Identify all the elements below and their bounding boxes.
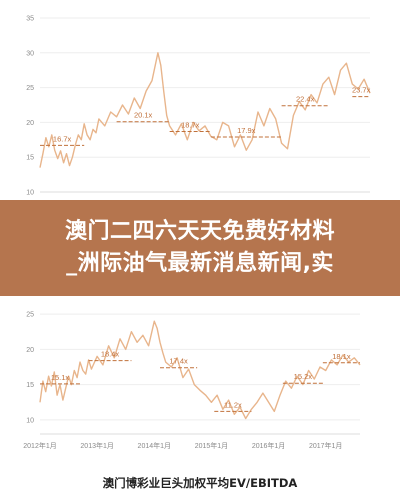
top-y-tick-label: 35 [26,16,34,23]
bottom-average-label: 15.1x [51,373,70,382]
top-average-label: 20.1x [134,111,153,120]
headline-banner[interactable]: 澳门二四六天天免费好材料 _洲际油气最新消息新闻,实 [0,200,400,296]
chart-bottom-plot: 10 15 20 25 2012年1月 2013年1月 2014年1月 2015年1月 2016… [23,312,361,450]
top-y-tick-label: 10 [26,190,34,197]
bottom-average-label: 11.2x [224,400,242,409]
top-average-label: 16.7x [53,134,72,143]
bottom-x-tick-label: 2012年1月 [23,441,56,450]
bottom-series-line [39,320,361,420]
bottom-x-tick-label: 2014年1月 [138,441,171,450]
bottom-x-tick-label: 2015年1月 [195,441,228,450]
bottom-y-tick-label: 25 [26,312,34,319]
headline-line-1[interactable]: 澳门二四六天天免费好材料 [64,219,335,244]
top-average-label: 23.7x [352,86,371,95]
bottom-average-label: 17.4x [169,357,188,366]
top-average-label: 22.4x [296,95,315,104]
top-y-tick-label: 15 [26,155,34,162]
bottom-average-label: 18.4x [101,350,120,359]
top-y-tick-label: 25 [26,85,34,92]
top-y-tick-label: 20 [26,120,34,127]
bottom-y-tick-label: 15 [26,382,34,389]
top-average-label: 17.9x [237,126,256,135]
bottom-y-tick-label: 10 [26,417,34,424]
bottom-y-tick-label: 20 [26,347,34,354]
bottom-average-label: 15.2x [294,372,313,381]
bottom-average-label: 18.1x [332,352,351,361]
headline-line-2[interactable]: _洲际油气最新消息新闻,实 [66,251,334,276]
top-y-tick-label: 30 [26,50,34,57]
ev-ebitda-chart-bottom: 10 15 20 25 2012年1月 2013年1月 2014年1月 2015年1月 2016… [0,296,400,472]
chart-caption: 澳门博彩业巨头加权平均EV/EBITDA [102,476,298,490]
top-series-line [39,52,371,168]
ev-ebitda-chart-top: 1015202530352012年1月2013年1月2014年1月2015年1月… [0,0,400,200]
bottom-x-tick-label: 2013年1月 [80,441,113,450]
bottom-x-tick-label: 2016年1月 [252,441,285,450]
bottom-x-tick-label: 2017年1月 [309,441,342,450]
top-average-label: 18.7x [181,120,200,129]
chart-top-plot: 1015202530352012年1月2013年1月2014年1月2015年1月… [23,16,371,200]
